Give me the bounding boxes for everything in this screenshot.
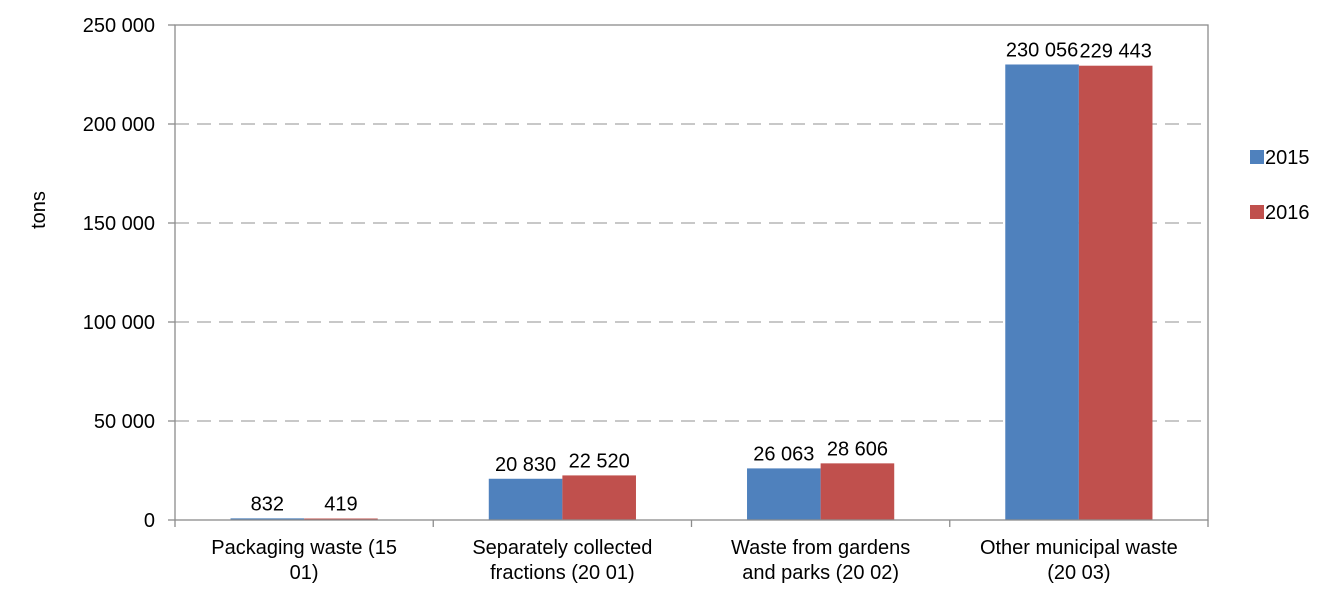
bar-2015 — [488, 478, 563, 520]
y-tick-label: 150 000 — [83, 213, 155, 235]
data-label: 229 443 — [1080, 41, 1152, 63]
legend-label-2016: 2016 — [1265, 202, 1310, 224]
data-label: 22 520 — [569, 450, 630, 472]
data-label: 230 056 — [1006, 39, 1078, 61]
x-category-label: Waste from gardens and parks (20 02) — [731, 537, 910, 584]
bar-2016 — [820, 463, 895, 520]
axes — [168, 24, 1209, 527]
bar-2016 — [1078, 65, 1153, 521]
bar-2015 — [230, 518, 305, 520]
x-category-label: Other municipal waste (20 03) — [980, 537, 1178, 584]
y-tick-label: 100 000 — [83, 312, 155, 334]
data-labels: 832 419 20 830 22 520 26 063 28 606 230 056 229… — [251, 39, 1152, 515]
x-category-label: Packaging waste (15 01) — [211, 537, 397, 584]
bar-2015 — [747, 468, 821, 520]
legend-swatch-2015 — [1250, 150, 1264, 164]
data-label: 28 606 — [827, 438, 888, 460]
tick-labels: 0 50 000 100 000 150 000 200 000 250 000 Packa… — [83, 15, 1178, 584]
y-tick-label: 200 000 — [83, 114, 155, 136]
y-tick-label: 50 000 — [94, 411, 155, 433]
legend-label-2015: 2015 — [1265, 147, 1310, 169]
y-axis-title: tons — [28, 191, 50, 229]
bar-2016 — [304, 518, 378, 520]
y-tick-label: 250 000 — [83, 15, 155, 37]
legend: 2015 2016 — [1250, 147, 1310, 224]
data-label: 26 063 — [753, 443, 814, 465]
data-label: 832 — [251, 493, 284, 515]
data-label: 419 — [324, 494, 357, 516]
bar-2015 — [1005, 64, 1079, 520]
x-category-label: Separately collected fractions (20 01) — [472, 537, 652, 584]
bar-2016 — [562, 475, 636, 520]
y-tick-label: 0 — [144, 510, 155, 532]
bars — [230, 64, 1153, 521]
legend-swatch-2016 — [1250, 205, 1264, 219]
data-label: 20 830 — [495, 454, 556, 476]
